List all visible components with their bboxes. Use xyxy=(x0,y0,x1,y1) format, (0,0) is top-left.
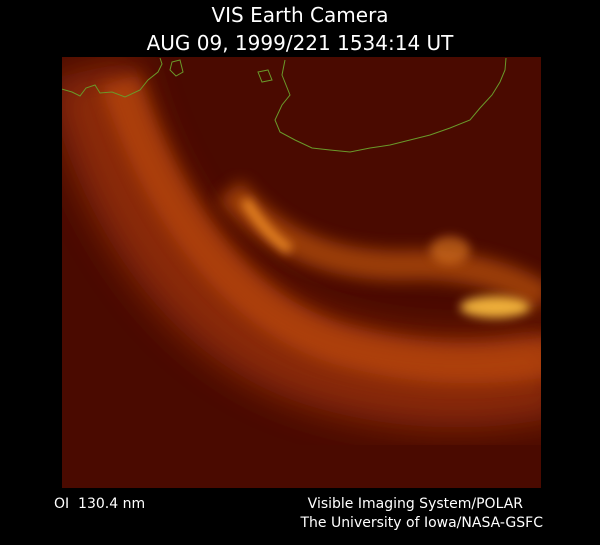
bright-streak xyxy=(240,197,293,255)
image-title: VIS Earth Camera xyxy=(211,3,388,27)
camera-image xyxy=(62,57,541,488)
institution-credit: The University of Iowa/NASA-GSFC xyxy=(299,515,543,531)
filter-label: OI 130.4 nm xyxy=(54,496,145,512)
bright-patch xyxy=(430,236,470,264)
instrument-credit: Visible Imaging System/POLAR xyxy=(308,496,524,512)
bright-spot xyxy=(460,296,530,318)
auroral-oval-inner xyxy=(101,73,541,384)
image-timestamp: AUG 09, 1999/221 1534:14 UT xyxy=(147,31,455,55)
coastline xyxy=(62,57,507,153)
